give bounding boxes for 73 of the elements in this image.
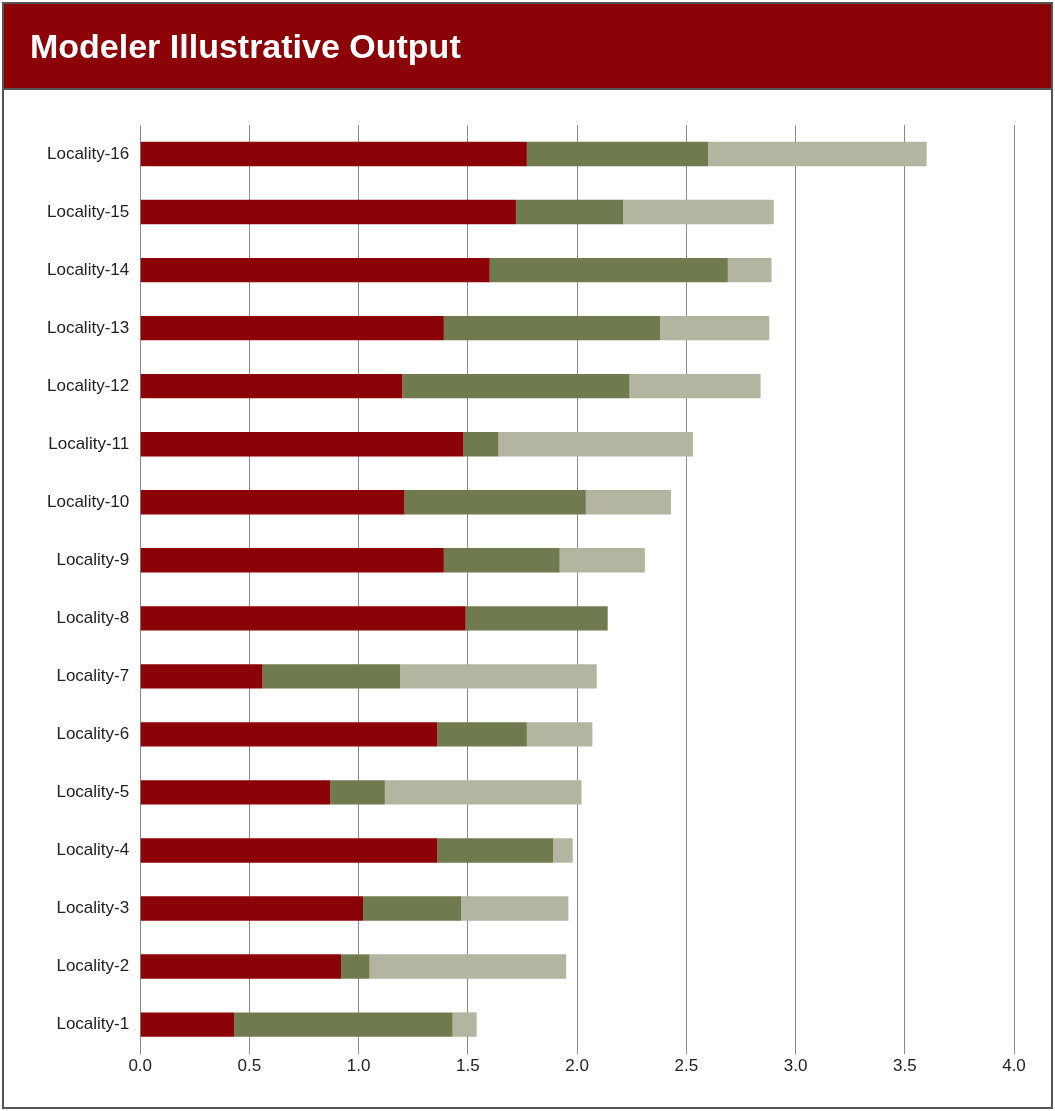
y-tick-label: Locality-4 xyxy=(56,840,130,860)
bar xyxy=(140,664,263,689)
bar xyxy=(443,548,560,573)
bar xyxy=(452,1012,477,1037)
x-tick-label: 1.5 xyxy=(456,1056,480,1076)
bar xyxy=(437,838,554,863)
bar xyxy=(140,606,466,631)
bar xyxy=(515,199,623,225)
bar xyxy=(660,315,770,341)
bar xyxy=(140,722,438,747)
x-tick-label: 0.5 xyxy=(237,1056,262,1076)
bar xyxy=(465,606,608,631)
bar xyxy=(140,954,342,979)
y-tick-label: Locality-5 xyxy=(56,782,130,802)
bar xyxy=(489,257,728,283)
bar xyxy=(585,490,672,515)
bar xyxy=(341,954,370,979)
bar xyxy=(140,257,490,283)
x-tick-label: 0.0 xyxy=(128,1056,153,1076)
bar xyxy=(140,838,438,863)
chart-title: Modeler Illustrative Output xyxy=(4,4,1051,90)
y-tick-label: Locality-7 xyxy=(56,666,130,686)
x-tick-label: 1.0 xyxy=(346,1056,371,1076)
bar xyxy=(330,780,385,805)
y-tick-label: Locality-14 xyxy=(46,259,130,279)
y-tick-label: Locality-11 xyxy=(48,433,130,453)
bar xyxy=(461,896,569,921)
y-tick-label: Locality-1 xyxy=(56,1014,130,1034)
y-tick-label: Locality-8 xyxy=(56,608,130,628)
bar xyxy=(629,373,761,399)
bar xyxy=(140,1012,235,1037)
y-tick-label: Locality-15 xyxy=(46,201,130,221)
bar xyxy=(363,896,462,921)
bar xyxy=(404,490,586,515)
bar xyxy=(140,548,444,573)
y-tick-label: Locality-6 xyxy=(56,724,130,744)
bar xyxy=(140,373,403,399)
bar xyxy=(400,664,597,689)
bar xyxy=(140,432,464,457)
bar xyxy=(559,548,645,573)
bar xyxy=(402,373,630,399)
y-tick-label: Locality-16 xyxy=(46,143,130,163)
bar xyxy=(140,141,527,167)
bar xyxy=(369,954,567,979)
bar xyxy=(526,722,593,747)
y-tick-label: Locality-12 xyxy=(46,375,130,395)
x-tick-label: 2.5 xyxy=(674,1056,699,1076)
y-tick-label: Locality-2 xyxy=(56,956,130,976)
x-tick-label: 4.0 xyxy=(1002,1056,1026,1076)
y-tick-label: Locality-13 xyxy=(46,317,130,337)
y-tick-label: Locality-3 xyxy=(56,898,130,918)
bar xyxy=(526,141,709,167)
bar xyxy=(140,490,405,515)
bar xyxy=(622,199,774,225)
bar xyxy=(463,432,499,457)
y-tick-label: Locality-9 xyxy=(56,549,130,569)
bar xyxy=(234,1012,453,1037)
bar xyxy=(140,199,516,225)
bar xyxy=(140,315,444,341)
x-tick-label: 3.0 xyxy=(783,1056,808,1076)
bar xyxy=(262,664,401,689)
bar xyxy=(384,780,582,805)
bar xyxy=(140,896,364,921)
x-tick-label: 2.0 xyxy=(565,1056,589,1076)
bar xyxy=(727,257,772,283)
bar xyxy=(443,315,661,341)
bar xyxy=(140,780,331,805)
bar xyxy=(708,141,927,167)
bar xyxy=(498,432,693,457)
bar xyxy=(437,722,527,747)
y-tick-label: Locality-10 xyxy=(46,491,130,511)
x-tick-label: 3.5 xyxy=(892,1056,917,1076)
bar xyxy=(553,838,573,863)
